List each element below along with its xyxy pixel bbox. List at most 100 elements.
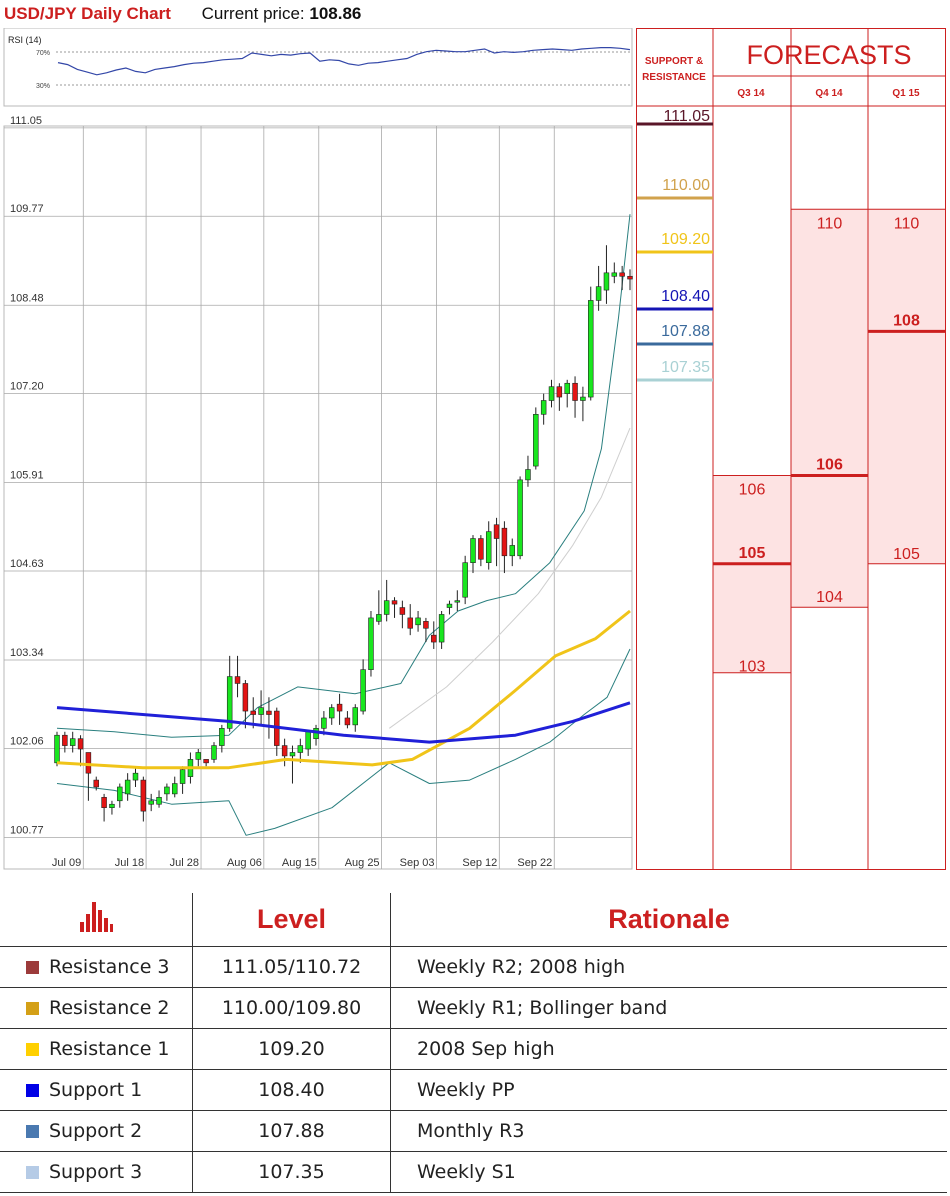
table-row: Support 2 107.88 Monthly R3	[0, 1110, 947, 1152]
candle	[195, 752, 202, 760]
candle	[478, 538, 484, 560]
candle	[446, 603, 453, 608]
q4-low: 104	[816, 589, 843, 606]
y-tick-label: 105.91	[10, 470, 44, 482]
candle	[77, 738, 84, 750]
x-tick-label: Jul 28	[170, 857, 199, 869]
table-header-level: Level	[192, 893, 391, 947]
candle	[595, 286, 602, 301]
level-name: Support 2	[49, 1120, 143, 1142]
x-tick-label: Aug 06	[227, 857, 262, 869]
q3-high: 106	[739, 481, 766, 498]
candle	[470, 538, 476, 563]
rsi-label: RSI (14)	[8, 35, 42, 45]
level-swatch	[26, 1084, 39, 1097]
level-name: Resistance 1	[49, 1038, 170, 1060]
candle	[548, 386, 555, 401]
q1-box-upper	[868, 209, 945, 332]
level-rationale: Weekly R2; 2008 high	[390, 946, 947, 988]
candle	[156, 797, 162, 805]
x-tick-label: Sep 22	[517, 857, 552, 869]
level-name-cell: Resistance 1	[0, 1028, 193, 1070]
q1-mid: 108	[893, 312, 920, 329]
candle	[352, 707, 359, 726]
candle	[525, 469, 531, 481]
y-tick-label: 103.34	[10, 647, 44, 659]
q3-mid: 105	[739, 545, 766, 562]
rsi-line	[57, 47, 631, 76]
table-header-icon	[0, 893, 193, 947]
level-name-cell: Resistance 2	[0, 987, 193, 1029]
level-name: Resistance 2	[49, 997, 170, 1019]
level-rationale: Weekly R1; Bollinger band	[390, 987, 947, 1029]
candle	[140, 779, 147, 812]
q3-box-upper	[713, 475, 791, 564]
candle	[172, 783, 178, 795]
x-tick-label: Jul 18	[115, 857, 144, 869]
candle	[501, 527, 508, 557]
level-swatch	[26, 1043, 39, 1056]
level-name: Support 1	[49, 1079, 143, 1101]
q4-box-upper	[791, 209, 868, 476]
candle	[148, 800, 154, 805]
y-tick-label: 111.05	[10, 115, 42, 127]
level-value: 111.05/110.72	[192, 946, 391, 988]
candle	[344, 717, 351, 726]
candle	[556, 386, 563, 398]
candle	[211, 745, 217, 760]
sma-long-line	[56, 701, 631, 744]
candle	[619, 272, 625, 277]
q1-high: 110	[894, 215, 920, 232]
sr-level-label: 107.88	[661, 323, 710, 340]
sma-short-line	[389, 427, 631, 729]
levels-table: Level Rationale Resistance 3 111.05/110.7…	[0, 893, 947, 1193]
rsi-70-label: 70%	[36, 50, 50, 57]
level-rationale: Weekly S1	[390, 1151, 947, 1193]
candle	[462, 562, 468, 598]
sr-level-label: 109.20	[661, 231, 710, 248]
q3-box-lower	[713, 563, 791, 673]
candle	[509, 545, 515, 557]
candle	[226, 676, 233, 729]
candle	[493, 524, 500, 539]
candle	[117, 786, 123, 802]
candle	[242, 683, 249, 712]
candle	[423, 621, 429, 629]
bar-chart-icon	[80, 902, 113, 932]
bollinger-upper-line	[56, 214, 631, 738]
x-tick-label: Jul 09	[52, 857, 81, 869]
q1-box-lower	[868, 331, 945, 564]
level-rationale: Weekly PP	[390, 1069, 947, 1111]
candle	[399, 607, 406, 615]
candle	[101, 797, 107, 808]
level-name-cell: Support 2	[0, 1110, 193, 1152]
table-row: Resistance 3 111.05/110.72 Weekly R2; 2008…	[0, 946, 947, 988]
price-panel	[3, 125, 633, 870]
candle	[179, 769, 186, 784]
y-tick-label: 104.63	[10, 558, 44, 570]
candle	[485, 531, 492, 563]
candle	[588, 300, 594, 398]
level-rationale: Monthly R3	[390, 1110, 947, 1152]
forecast-col-header: Q4 14	[815, 88, 843, 99]
q4-high: 110	[817, 215, 843, 232]
forecast-panel: FORECASTS SUPPORT & RESISTANCE Q3 14 Q4 14 Q1…	[636, 28, 946, 870]
q1-low: 105	[893, 546, 920, 563]
rsi-30-label: 30%	[36, 83, 50, 90]
candle	[368, 617, 374, 670]
x-tick-label: Sep 03	[400, 857, 435, 869]
table-row: Support 3 107.35 Weekly S1	[0, 1151, 947, 1193]
level-value: 110.00/109.80	[192, 987, 391, 1029]
level-value: 107.88	[192, 1110, 391, 1152]
sr-level-label: 111.05	[663, 108, 710, 125]
price-chart: RSI (14) 70% 30% 111.05 109.77 108.48 107.20 10…	[3, 28, 633, 870]
y-tick-label: 107.20	[10, 381, 44, 393]
candle	[124, 779, 131, 795]
candle	[85, 752, 92, 774]
candle	[360, 669, 366, 712]
candle	[627, 275, 633, 280]
candle	[281, 745, 288, 757]
forecast-title: FORECASTS	[746, 40, 911, 70]
x-tick-label: Aug 25	[345, 857, 380, 869]
candle	[540, 400, 547, 415]
